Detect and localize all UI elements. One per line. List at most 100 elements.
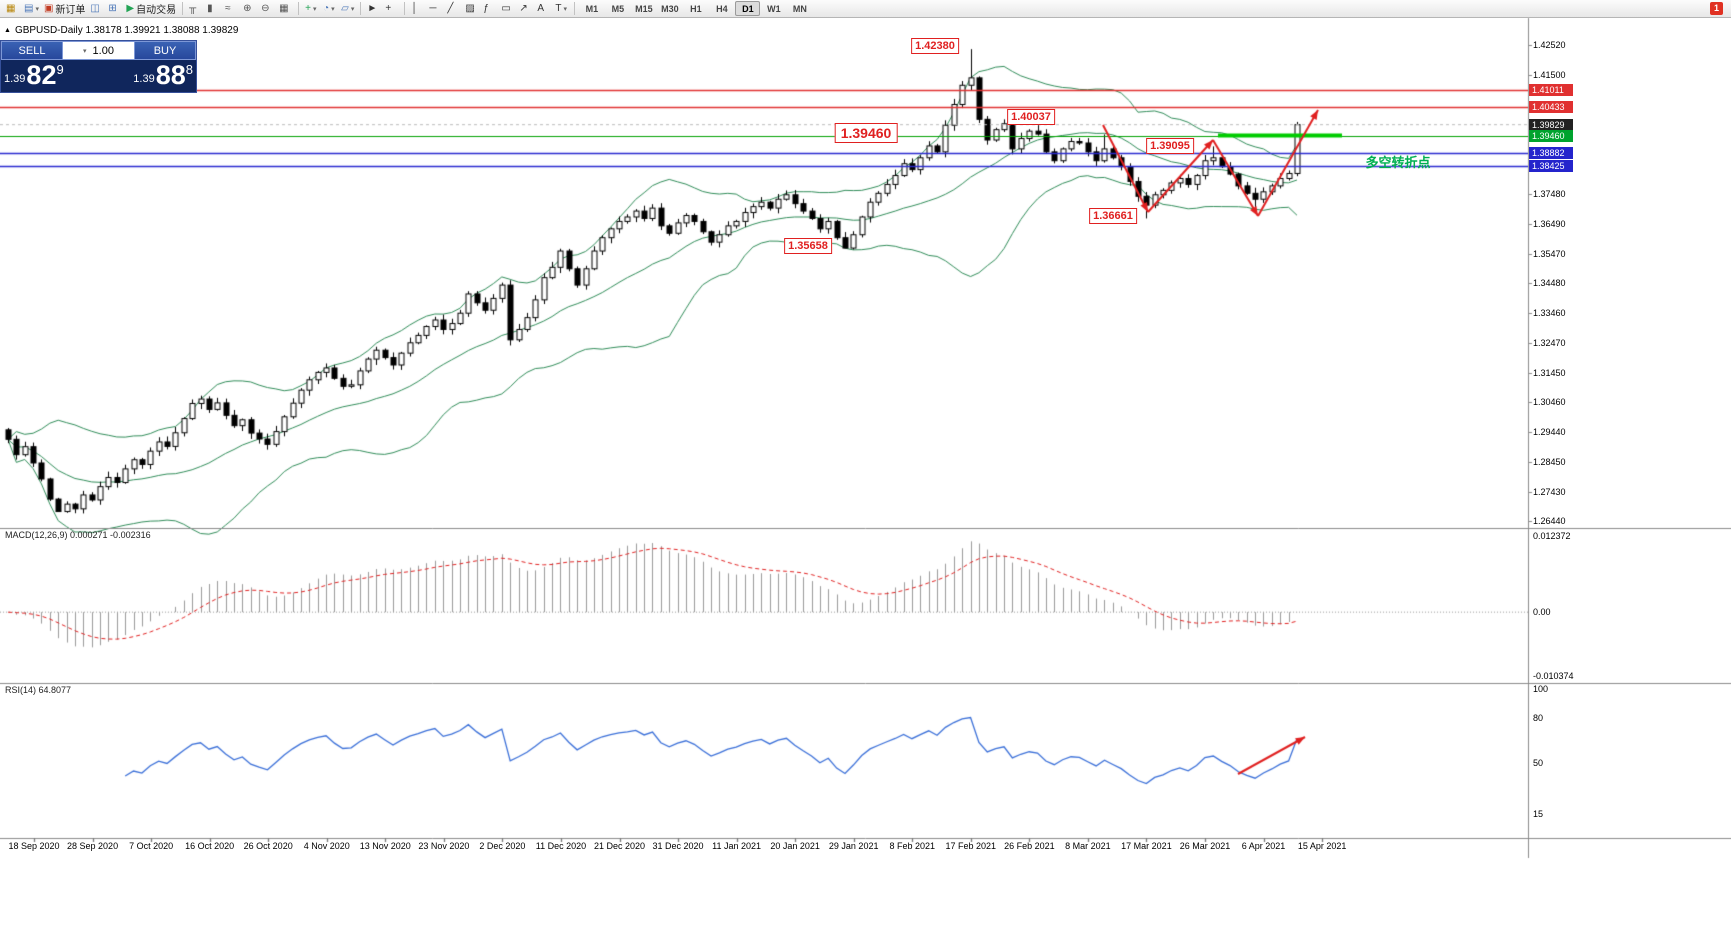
timeframe-h1-button[interactable]: H1 xyxy=(683,1,708,16)
autotrading-button-icon: ▶ xyxy=(126,2,135,14)
chart-text-annotation[interactable]: 多空转折点 xyxy=(1365,155,1431,170)
timeframe-m15-button[interactable]: M15 xyxy=(631,1,656,16)
trendline-button-icon: ╱ xyxy=(447,2,454,14)
buy-price-big: 88 xyxy=(155,60,186,90)
timeframe-m30-button[interactable]: M30 xyxy=(657,1,682,16)
fibonacci-button[interactable]: ƒ xyxy=(481,1,498,17)
indicators-button-icon: + xyxy=(305,2,311,14)
horizontal-line-button-icon: ─ xyxy=(429,2,437,14)
sell-price-big: 82 xyxy=(26,60,57,90)
timeframe-d1-button[interactable]: D1 xyxy=(735,1,761,16)
tile-windows-button[interactable]: ▦ xyxy=(277,1,294,17)
indicators-button-dropdown-icon[interactable]: ▾ xyxy=(312,5,317,13)
price-level-annotation[interactable]: 1.35658 xyxy=(784,238,832,254)
vertical-line-button[interactable]: │ xyxy=(409,1,426,17)
arrow-object-button-icon: ↗ xyxy=(519,2,528,14)
new-order-button-label: 新订单 xyxy=(55,5,86,16)
chart-windows-button-icon: ◫ xyxy=(90,2,100,14)
zoom-out-button[interactable]: ⊖ xyxy=(259,1,276,17)
chart-windows-button[interactable]: ◫ xyxy=(88,1,105,17)
arrow-object-button[interactable]: ↗ xyxy=(517,1,534,17)
trendline-button[interactable]: ╱ xyxy=(445,1,462,17)
lot-dropdown-icon[interactable]: ▾ xyxy=(83,47,87,55)
cursor-button-icon: ► xyxy=(367,2,378,14)
new-order-button[interactable]: ▣ 新订单 xyxy=(42,1,87,17)
toolbar-right-area: 1 xyxy=(1710,2,1727,15)
price-level-annotation[interactable]: 1.40037 xyxy=(1007,109,1055,125)
buy-price-sup: 8 xyxy=(185,62,193,77)
profiles-button[interactable]: ▤ ▾ xyxy=(22,1,41,17)
trade-controls-row: SELL ▾ 1.00 BUY xyxy=(1,41,196,60)
line-chart-button[interactable]: ≈ xyxy=(223,1,240,17)
profiles-button-dropdown-icon[interactable]: ▾ xyxy=(35,5,39,13)
shapes-button[interactable]: ▭ xyxy=(499,1,516,17)
symbol-ohlc-bar: ▲ GBPUSD-Daily 1.38178 1.39921 1.38088 1… xyxy=(4,25,238,36)
autotrading-button-label: 自动交易 xyxy=(136,5,177,16)
crosshair-button[interactable]: + xyxy=(383,1,400,17)
toolbar-separator xyxy=(298,2,300,15)
timeframe-m1-button[interactable]: M1 xyxy=(579,1,604,16)
templates-button-icon: ▱ xyxy=(341,2,349,14)
sell-button[interactable]: SELL xyxy=(1,41,63,60)
text-label-button[interactable]: T ▾ xyxy=(553,1,570,17)
zoom-in-button[interactable]: ⊕ xyxy=(241,1,258,17)
tile-windows-button-icon: ▦ xyxy=(279,2,289,14)
toolbar-separator xyxy=(360,2,362,15)
toolbar-separator xyxy=(574,2,576,15)
candlestick-chart-button-icon: ▮ xyxy=(207,2,213,14)
collapse-marker-icon[interactable]: ▲ xyxy=(4,27,11,34)
buy-button[interactable]: BUY xyxy=(134,41,196,60)
periods-button[interactable]: ◔ ▾ xyxy=(321,1,338,17)
timeframe-m5-button[interactable]: M5 xyxy=(605,1,630,16)
new-order-button-icon: ▣ xyxy=(43,2,54,14)
price-level-annotation[interactable]: 1.36661 xyxy=(1089,208,1137,224)
timeframe-w1-button[interactable]: W1 xyxy=(761,1,786,16)
periods-button-dropdown-icon[interactable]: ▾ xyxy=(331,5,335,13)
price-level-annotation[interactable]: 1.39460 xyxy=(834,123,898,143)
cursor-button[interactable]: ► xyxy=(365,1,382,17)
vertical-line-button-icon: │ xyxy=(411,2,418,14)
fibonacci-button-icon: ƒ xyxy=(483,2,489,14)
price-level-annotation[interactable]: 1.39095 xyxy=(1146,138,1194,154)
templates-button[interactable]: ▱ ▾ xyxy=(339,1,356,17)
toolbar-separator xyxy=(182,2,184,15)
text-button-icon: A xyxy=(537,2,545,14)
channel-button-icon: ▨ xyxy=(465,2,475,14)
shapes-button-icon: ▭ xyxy=(501,2,511,14)
profiles-button-icon: ▤ xyxy=(24,2,34,14)
line-chart-button-icon: ≈ xyxy=(225,2,231,14)
price-level-annotation[interactable]: 1.42380 xyxy=(911,38,959,54)
lot-size-input[interactable]: ▾ 1.00 xyxy=(63,41,134,60)
symbol-ohlc-text: GBPUSD-Daily 1.38178 1.39921 1.38088 1.3… xyxy=(14,25,239,36)
horizontal-line-button[interactable]: ─ xyxy=(427,1,444,17)
main-toolbar: ▦ ▤ ▾ ▣ 新订单 ◫ ⊞ ▶ 自动交易 ╥ ▮ ≈ ⊕ ⊖ ▦ + ▾ ◔ ▾ ▱ ▾ ► + │ ─ ╱ ▨ ƒ ▭ ↗ A T ▾ M1… xyxy=(0,0,1731,18)
timeframe-mn-button[interactable]: MN xyxy=(787,1,812,16)
rsi-indicator-label: RSI(14) 64.8077 xyxy=(5,685,72,695)
text-label-button-dropdown-icon[interactable]: ▾ xyxy=(563,5,567,13)
channel-button[interactable]: ▨ xyxy=(463,1,480,17)
buy-price[interactable]: 1.39 88 8 xyxy=(133,61,193,89)
templates-button-dropdown-icon[interactable]: ▾ xyxy=(350,5,355,13)
buy-price-small: 1.39 xyxy=(133,73,155,85)
depth-of-market-button-icon: ⊞ xyxy=(108,2,117,14)
new-chart-button[interactable]: ▦ xyxy=(4,1,21,17)
sell-price-sup: 9 xyxy=(56,62,64,77)
periods-button-icon: ◔ xyxy=(323,2,330,14)
trade-prices-row: 1.39 82 9 1.39 88 8 xyxy=(1,60,196,92)
macd-indicator-label: MACD(12,26,9) 0.000271 -0.002316 xyxy=(5,530,151,540)
autotrading-button[interactable]: ▶ 自动交易 xyxy=(124,1,178,17)
indicators-button[interactable]: + ▾ xyxy=(303,1,320,17)
sell-price[interactable]: 1.39 82 9 xyxy=(4,61,64,89)
new-chart-button-icon: ▦ xyxy=(6,2,16,14)
depth-of-market-button[interactable]: ⊞ xyxy=(106,1,123,17)
text-button[interactable]: A xyxy=(535,1,552,17)
sell-price-small: 1.39 xyxy=(4,73,26,85)
timeframe-h4-button[interactable]: H4 xyxy=(709,1,734,16)
bar-chart-button[interactable]: ╥ xyxy=(187,1,204,17)
candlestick-chart-button[interactable]: ▮ xyxy=(205,1,222,17)
notification-badge[interactable]: 1 xyxy=(1710,2,1723,15)
toolbar-separator xyxy=(404,2,406,15)
crosshair-button-icon: + xyxy=(385,2,392,14)
